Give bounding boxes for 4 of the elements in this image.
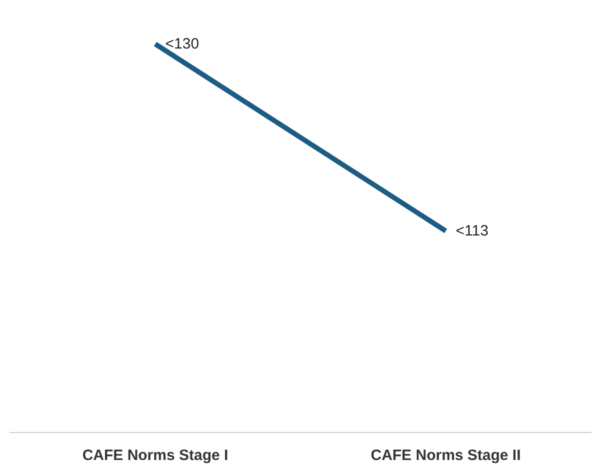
data-label: <113 (456, 222, 488, 240)
x-tick-label: CAFE Norms Stage I (82, 447, 228, 464)
x-tick-label: CAFE Norms Stage II (370, 447, 521, 464)
data-label: <130 (165, 36, 200, 52)
